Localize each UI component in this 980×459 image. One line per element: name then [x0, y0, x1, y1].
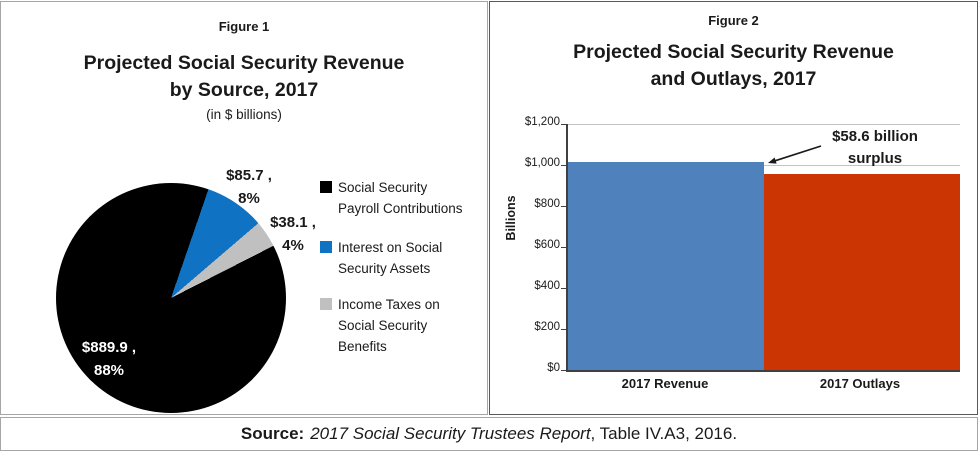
figure1-label: Figure 1	[218, 19, 270, 34]
tick-mark	[561, 329, 566, 330]
legend-swatch-blue	[320, 241, 332, 253]
legend-text-incometax: Income Taxes on Social Security Benefits	[338, 297, 440, 354]
figure1-panel: Figure 1 Projected Social Security Reven…	[0, 1, 488, 415]
ytick-0: $0	[547, 362, 560, 374]
pie-label-payroll-pct: 88%	[93, 362, 125, 379]
pie-label-incometax-pct: 4%	[282, 237, 304, 254]
legend-text-interest: Interest on Social Security Assets	[338, 240, 443, 276]
figure1-title-line1: Projected Social Security Revenue	[83, 52, 405, 74]
source-report-title: 2017 Social Security Trustees Report	[310, 424, 591, 443]
tick-mark	[561, 124, 566, 125]
surplus-annotation-line2: surplus	[847, 150, 903, 167]
legend-item-incometax: Income Taxes on Social Security Benefits	[320, 294, 482, 357]
pie-label-payroll-value: $889.9 ,	[81, 339, 137, 356]
legend-item-interest: Interest on Social Security Assets	[320, 237, 482, 279]
ytick-800: $800	[534, 198, 560, 210]
tick-mark	[561, 206, 566, 207]
gridline-1200	[568, 124, 960, 125]
figure2-title: Projected Social Security Revenue and Ou…	[490, 39, 977, 93]
revenue-bar	[568, 162, 764, 370]
ytick-600: $600	[534, 239, 560, 251]
legend-swatch-gray	[320, 298, 332, 310]
figure1-subtitle: (in $ billions)	[206, 107, 282, 122]
source-prefix: Source:	[240, 424, 305, 443]
category-label-revenue: 2017 Revenue	[621, 376, 709, 391]
pie-chart	[56, 183, 286, 413]
pie-label-interest: $85.7 , 8%	[207, 164, 291, 210]
surplus-annotation-line1: $58.6 billion	[832, 128, 918, 145]
figure2-title-line2: and Outlays, 2017	[650, 68, 817, 90]
tick-mark	[561, 288, 566, 289]
legend-text-payroll: Social Security Payroll Contributions	[338, 180, 463, 216]
figure1-title: Projected Social Security Revenue by Sou…	[1, 50, 487, 104]
figure2-panel: Figure 2 Projected Social Security Reven…	[489, 1, 978, 415]
ytick-1200: $1,200	[524, 116, 560, 128]
legend-item-payroll: Social Security Payroll Contributions	[320, 177, 482, 219]
pie-label-interest-value: $85.7 ,	[226, 167, 272, 184]
figure2-title-line1: Projected Social Security Revenue	[573, 41, 894, 63]
bar-plot-area	[566, 124, 960, 372]
pie-label-payroll: $889.9 , 88%	[67, 336, 151, 382]
ytick-200: $200	[534, 321, 560, 333]
pie-label-incometax-value: $38.1 ,	[270, 214, 316, 231]
figure2-label: Figure 2	[708, 13, 759, 28]
surplus-annotation: $58.6 billion surplus	[805, 126, 945, 170]
source-suffix: , Table IV.A3, 2016.	[590, 424, 738, 443]
figure1-title-line2: by Source, 2017	[169, 79, 319, 101]
category-label-outlays: 2017 Outlays	[819, 376, 901, 391]
legend-swatch-black	[320, 181, 332, 193]
pie-label-interest-pct: 8%	[238, 190, 260, 207]
tick-mark	[561, 370, 566, 371]
source-line: Source: 2017 Social Security Trustees Re…	[0, 417, 978, 451]
gridline-1000	[568, 165, 960, 166]
tick-mark	[561, 247, 566, 248]
arrow-icon	[768, 145, 822, 164]
ytick-1000: $1,000	[524, 157, 560, 169]
outlays-bar	[764, 174, 960, 370]
pie-label-incometax: $38.1 , 4%	[251, 211, 335, 257]
tick-mark	[561, 165, 566, 166]
ytick-400: $400	[534, 280, 560, 292]
